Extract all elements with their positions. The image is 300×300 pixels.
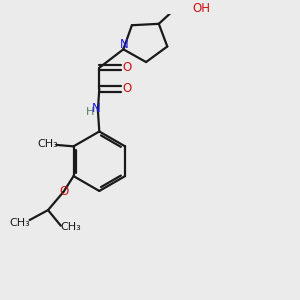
Text: CH₃: CH₃ [38, 140, 58, 149]
Text: O: O [122, 61, 131, 74]
Text: OH: OH [193, 2, 211, 15]
Text: N: N [120, 38, 128, 51]
Text: N: N [92, 102, 101, 115]
Text: CH₃: CH₃ [9, 218, 30, 228]
Text: O: O [122, 82, 131, 95]
Text: O: O [59, 185, 68, 198]
Text: CH₃: CH₃ [60, 222, 81, 232]
Text: H: H [86, 106, 94, 117]
